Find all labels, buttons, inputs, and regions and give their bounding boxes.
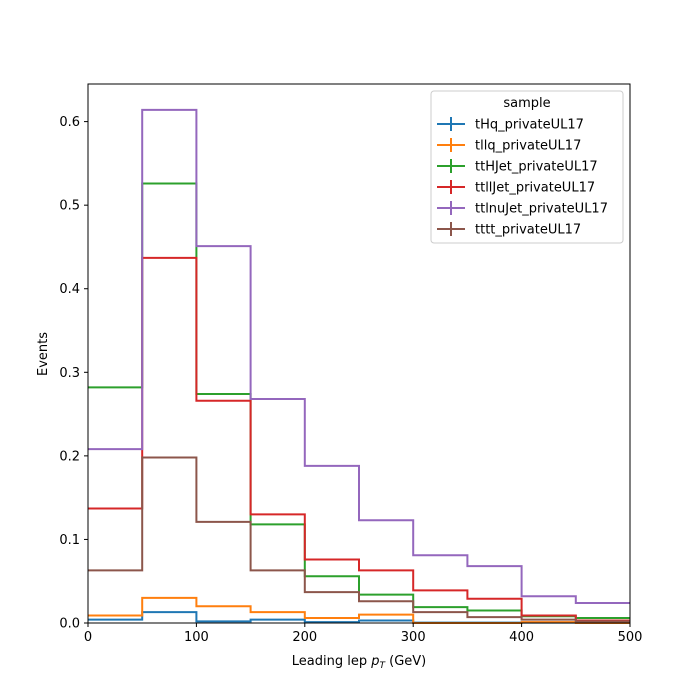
series-line-ttlnuJet_privateUL17 [88,108,630,604]
y-tick-label: 0.5 [59,199,80,214]
legend-label: tHq_privateUL17 [475,118,584,133]
x-tick-label: 200 [292,630,317,645]
y-tick-label: 0.2 [59,449,80,464]
x-axis-label: Leading lep pT (GeV) [292,654,426,671]
legend-entry-ttllJet_privateUL17: ttllJet_privateUL17 [437,180,595,196]
legend-entry-ttHJet_privateUL17: ttHJet_privateUL17 [437,159,598,175]
legend-entries: tHq_privateUL17 tllq_privateUL17 ttHJet_pr… [437,117,608,238]
x-tick-label: 300 [401,630,426,645]
y-tick-label: 0.1 [59,533,80,548]
y-axis-label: Events [36,332,51,376]
y-tick-label: 0.0 [59,617,80,632]
legend-label: ttHJet_privateUL17 [475,160,598,175]
series-line-ttllJet_privateUL17 [88,256,630,622]
series-line-tllq_privateUL17 [88,596,630,624]
legend-label: ttllJet_privateUL17 [475,181,595,196]
series-layer [88,108,630,624]
legend-label: tttt_privateUL17 [475,223,581,238]
legend-label: ttlnuJet_privateUL17 [475,202,608,217]
y-tick-label: 0.3 [59,366,80,381]
legend-entry-ttlnuJet_privateUL17: ttlnuJet_privateUL17 [437,201,608,217]
x-tick-label: 0 [84,630,92,645]
axes-frame [87,83,631,624]
legend-box [430,90,624,244]
legend-entry-tllq_privateUL17: tllq_privateUL17 [437,138,581,154]
legend: sample tHq_privateUL17 tllq_privateUL17tt… [430,90,624,244]
y-tick-label: 0.6 [59,115,80,130]
x-tick-label: 100 [184,630,209,645]
x-tick-label: 500 [618,630,643,645]
legend-entry-tHq_privateUL17: tHq_privateUL17 [437,117,584,133]
legend-entry-tttt_privateUL17: tttt_privateUL17 [437,222,581,238]
y-axis-ticks: 0.0 0.1 0.2 0.3 0.4 0.5 0.6 [59,115,88,632]
legend-title: sample [503,96,550,111]
legend-label: tllq_privateUL17 [475,139,581,154]
series-line-tttt_privateUL17 [88,456,630,623]
x-tick-label: 400 [509,630,534,645]
x-axis-ticks: 0 100 200 300 400 500 [84,623,643,645]
y-tick-label: 0.4 [59,282,80,297]
